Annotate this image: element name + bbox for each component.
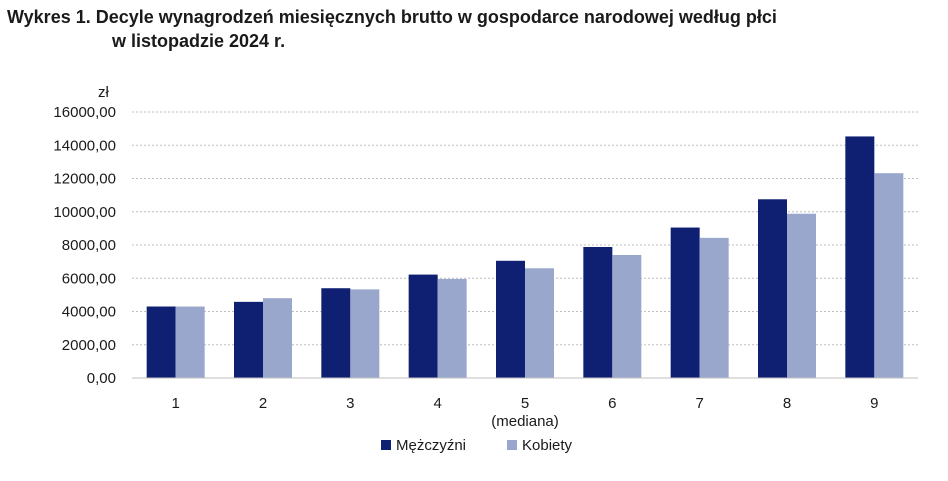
y-axis-label: zł xyxy=(98,84,110,101)
bar-women-2 xyxy=(263,298,292,378)
y-tick-label: 14000,00 xyxy=(53,137,116,154)
bar-men-5 xyxy=(496,260,525,378)
x-tick-label: 2 xyxy=(259,395,267,412)
x-tick-label: 4 xyxy=(433,395,441,412)
bar-women-8 xyxy=(787,213,816,378)
bar-women-5 xyxy=(525,268,554,378)
y-tick-label: 6000,00 xyxy=(62,270,116,287)
bars xyxy=(146,136,904,378)
x-tick-label: 7 xyxy=(695,395,703,412)
legend-label-men: Mężczyźni xyxy=(396,437,466,454)
x-tick-label: 8 xyxy=(783,395,791,412)
bar-men-8 xyxy=(758,199,787,378)
x-tick-label: 9 xyxy=(870,395,878,412)
x-tick-label: 5 xyxy=(521,395,529,412)
y-tick-label: 16000,00 xyxy=(53,104,116,121)
bar-women-9 xyxy=(874,173,904,378)
chart-title-line1: Wykres 1. Decyle wynagrodzeń miesięcznyc… xyxy=(7,7,777,27)
bar-men-9 xyxy=(845,136,875,378)
bar-men-4 xyxy=(408,274,438,378)
bar-men-3 xyxy=(321,288,351,378)
y-tick-label: 4000,00 xyxy=(62,304,116,321)
bar-men-1 xyxy=(146,306,176,378)
legend-label-women: Kobiety xyxy=(522,437,573,454)
bar-women-4 xyxy=(437,278,467,378)
y-tick-label: 2000,00 xyxy=(62,337,116,354)
legend-swatch-men xyxy=(381,440,391,450)
chart-title-line2: w listopadzie 2024 r. xyxy=(112,31,286,51)
y-tick-label: 10000,00 xyxy=(53,204,116,221)
bar-men-7 xyxy=(670,227,700,378)
bar-women-1 xyxy=(175,306,205,378)
bar-women-7 xyxy=(699,237,729,378)
x-tick-label: 3 xyxy=(346,395,354,412)
legend: Mężczyźni Kobiety xyxy=(381,437,573,454)
y-tick-label: 0,00 xyxy=(87,370,116,387)
bar-women-6 xyxy=(612,254,642,378)
legend-swatch-women xyxy=(507,440,517,450)
median-note: (mediana) xyxy=(491,413,559,430)
bar-women-3 xyxy=(350,289,380,378)
bar-men-2 xyxy=(234,301,263,378)
x-tick-label: 6 xyxy=(608,395,616,412)
y-tick-label: 12000,00 xyxy=(53,171,116,188)
chart-title: Wykres 1. Decyle wynagrodzeń miesięcznyc… xyxy=(7,5,942,53)
y-axis-tick-labels: 0,00 2000,00 4000,00 6000,00 8000,00 10000,00… xyxy=(53,104,116,387)
y-tick-label: 8000,00 xyxy=(62,237,116,254)
x-tick-label: 1 xyxy=(171,395,179,412)
x-axis-tick-labels: 1 2 3 4 5 6 7 8 9 xyxy=(171,395,878,412)
bar-men-6 xyxy=(583,246,613,378)
